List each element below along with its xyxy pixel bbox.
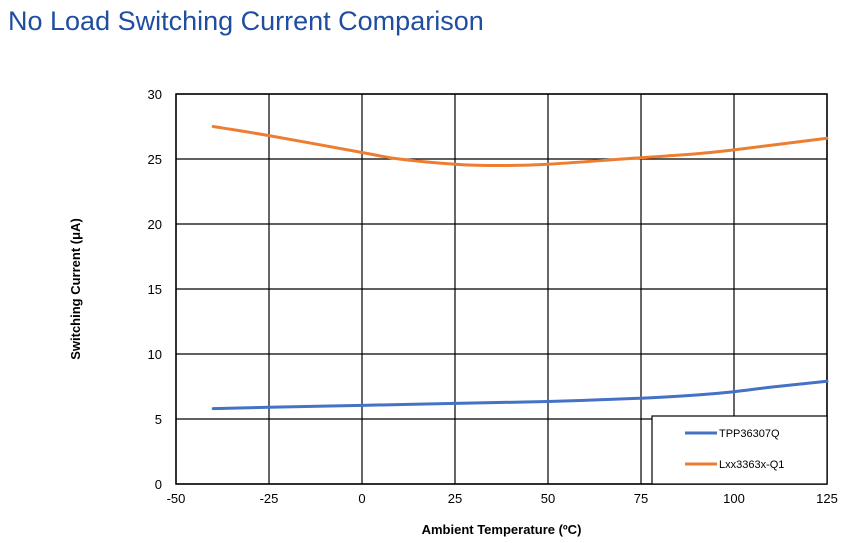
plot-frame bbox=[175, 93, 828, 485]
legend: TPP36307Q Lxx3363x-Q1 bbox=[651, 415, 828, 485]
y-tick-label: 0 bbox=[155, 477, 162, 492]
series-line-1 bbox=[211, 379, 829, 411]
y-tick-label: 20 bbox=[148, 217, 162, 232]
x-tick-labels: -50 -25 0 25 50 75 100 125 bbox=[167, 491, 838, 506]
y-tick-labels: 0 5 10 15 20 25 30 bbox=[148, 87, 162, 492]
y-tick-label: 25 bbox=[148, 152, 162, 167]
legend-label: Lxx3363x-Q1 bbox=[719, 459, 784, 471]
y-tick-label: 15 bbox=[148, 282, 162, 297]
x-tick-label: 75 bbox=[634, 491, 648, 506]
legend-box bbox=[651, 415, 828, 485]
x-tick-label: -50 bbox=[167, 491, 186, 506]
page-title: No Load Switching Current Comparison bbox=[8, 6, 484, 36]
x-tick-label: 100 bbox=[723, 491, 745, 506]
x-tick-label: 25 bbox=[448, 491, 462, 506]
y-axis-label: Switching Current (μA) bbox=[68, 218, 83, 360]
legend-label: TPP36307Q bbox=[719, 428, 780, 440]
series-line-2 bbox=[211, 125, 829, 167]
y-tick-label: 5 bbox=[155, 412, 162, 427]
x-tick-label: -25 bbox=[260, 491, 279, 506]
x-tick-label: 0 bbox=[358, 491, 365, 506]
y-tick-label: 30 bbox=[148, 87, 162, 102]
x-axis-label: Ambient Temperature (ºC) bbox=[422, 522, 582, 537]
x-tick-label: 125 bbox=[816, 491, 838, 506]
y-tick-label: 10 bbox=[148, 347, 162, 362]
x-tick-label: 50 bbox=[541, 491, 555, 506]
series-lines bbox=[211, 125, 829, 411]
